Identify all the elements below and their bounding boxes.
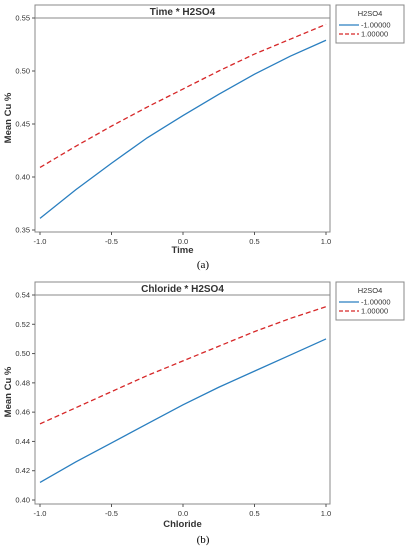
x-tick-label: 0.0 xyxy=(178,237,188,246)
legend-entry: -1.00000 xyxy=(361,21,391,30)
x-axis-label: Chloride xyxy=(163,519,202,530)
y-tick-label: 0.35 xyxy=(15,226,30,235)
y-tick-label: 0.44 xyxy=(15,437,30,446)
legend-title: H2SO4 xyxy=(358,9,383,18)
chart-panel-a: Time * H2SO4 0.35 0.40 0.45 0.50 0.55 -1.0 -0.5… xyxy=(3,4,405,271)
series-line-neg xyxy=(39,338,327,483)
title-band xyxy=(34,281,331,296)
series-line-neg xyxy=(39,39,327,219)
legend-box xyxy=(335,4,405,44)
figure-caption: (a) xyxy=(197,259,210,271)
chart-panel-b: Chloride * H2SO40.400.420.440.460.480.50… xyxy=(3,281,405,546)
y-tick-label: 0.42 xyxy=(15,466,30,475)
chart-title: Chloride * H2SO4 xyxy=(141,284,224,295)
x-tick-label: -1.0 xyxy=(34,237,47,246)
figure-caption: (b) xyxy=(197,534,210,546)
x-tick-label: 0.0 xyxy=(178,509,188,518)
y-tick-label: 0.48 xyxy=(15,378,30,387)
legend-entry: -1.00000 xyxy=(361,298,391,307)
y-axis-label: Mean Cu % xyxy=(3,366,14,417)
y-tick-label: 0.46 xyxy=(15,408,30,417)
y-axis-label: Mean Cu % xyxy=(3,92,14,143)
x-tick-label: 0.5 xyxy=(249,509,259,518)
plot-frame xyxy=(34,281,331,505)
x-tick-label: 1.0 xyxy=(321,237,331,246)
y-tick-label: 0.40 xyxy=(15,496,30,505)
legend-box xyxy=(335,281,405,321)
legend-title: H2SO4 xyxy=(358,286,383,295)
y-tick-label: 0.54 xyxy=(15,291,30,300)
y-tick-label: 0.55 xyxy=(15,14,30,23)
x-tick-label: -0.5 xyxy=(105,237,118,246)
y-tick-label: 0.50 xyxy=(15,67,30,76)
y-tick-label: 0.45 xyxy=(15,120,30,129)
x-tick-label: -1.0 xyxy=(34,509,47,518)
y-tick-label: 0.50 xyxy=(15,349,30,358)
x-tick-label: 1.0 xyxy=(321,509,331,518)
y-tick-label: 0.52 xyxy=(15,320,30,329)
series-line-pos xyxy=(39,23,327,169)
series-line-pos xyxy=(39,306,327,425)
plot-frame xyxy=(34,4,331,233)
x-tick-label: -0.5 xyxy=(105,509,118,518)
x-axis-label: Time xyxy=(171,245,193,256)
legend-entry: 1.00000 xyxy=(361,30,388,39)
y-tick-label: 0.40 xyxy=(15,173,30,182)
title-band xyxy=(34,4,331,19)
chart-title: Time * H2SO4 xyxy=(150,7,216,18)
x-tick-label: 0.5 xyxy=(249,237,259,246)
legend-entry: 1.00000 xyxy=(361,307,388,316)
